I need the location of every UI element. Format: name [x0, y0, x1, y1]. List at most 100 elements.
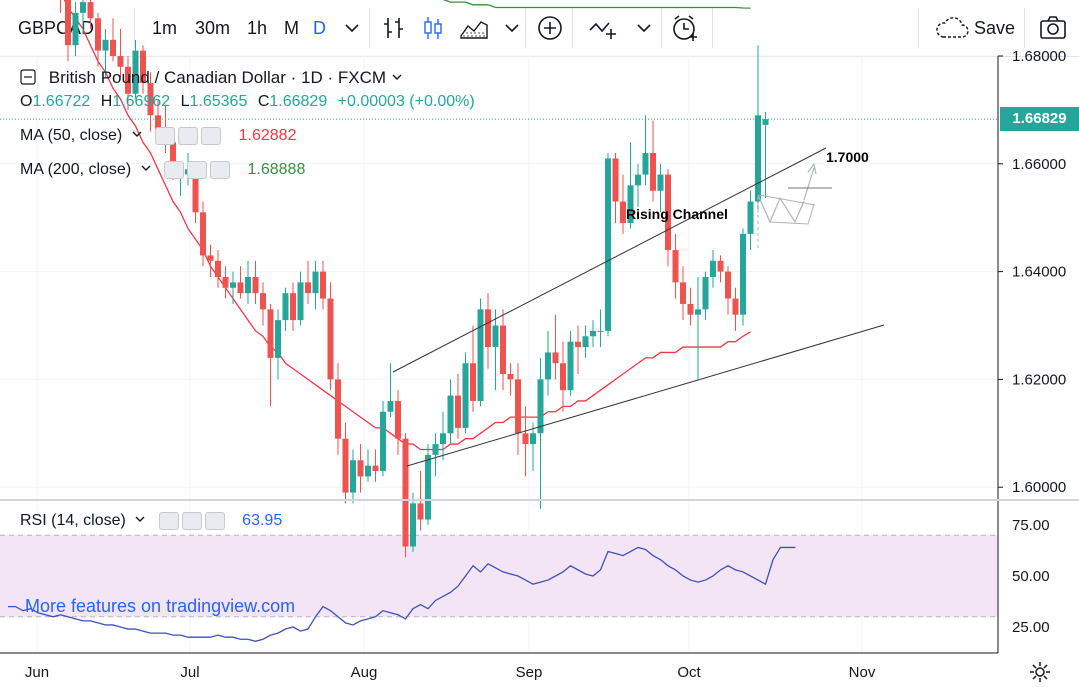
candle-body	[717, 260, 724, 272]
settings-gear-icon[interactable]	[1027, 659, 1053, 685]
axes: 1.60000 1.62000 1.64000 1.66000 1.68000 Jun Ju…	[0, 48, 1079, 681]
chevron-down-icon[interactable]	[336, 12, 368, 44]
candle-body	[65, 0, 71, 46]
last-price-label: 1.66829	[1000, 107, 1079, 132]
compare-icon[interactable]	[587, 12, 619, 44]
candle-body	[725, 271, 731, 299]
collapse-icon[interactable]	[20, 69, 36, 85]
close-icon[interactable]	[201, 127, 222, 145]
chevron-down-icon[interactable]	[134, 513, 146, 525]
candle-body	[387, 400, 394, 412]
candle-body	[372, 465, 379, 472]
eye-icon[interactable]	[158, 512, 179, 530]
gear-icon[interactable]	[181, 512, 202, 530]
add-indicator-icon[interactable]	[534, 12, 566, 44]
price-tick-label: 1.68000	[1012, 48, 1066, 65]
candles	[60, 0, 769, 558]
candle-body	[305, 282, 311, 294]
close-icon[interactable]	[210, 161, 231, 179]
candle-body	[477, 309, 484, 401]
chevron-down-icon[interactable]	[391, 71, 403, 83]
projection-pattern	[758, 194, 816, 225]
candle-body	[275, 320, 281, 358]
rsi-value: 63.95	[242, 512, 283, 530]
time-tick-label: Jun	[25, 664, 49, 681]
candle-body	[695, 309, 701, 315]
gear-icon[interactable]	[187, 161, 208, 179]
ma200-legend[interactable]: MA (200, close) 1.68888	[20, 161, 305, 179]
candle-body	[350, 460, 356, 493]
promo-link[interactable]: More features on tradingview.com	[25, 596, 296, 616]
interval-1m-button[interactable]: 1m	[152, 18, 178, 38]
gear-icon[interactable]	[178, 127, 199, 145]
cloud-icon	[936, 17, 969, 38]
rsi-band	[0, 535, 998, 617]
chevron-down-icon[interactable]	[131, 128, 143, 140]
candle-body	[755, 115, 761, 202]
interval-d-button[interactable]: D	[313, 18, 326, 38]
candle-body	[170, 142, 176, 175]
high-value: 1.66962	[112, 93, 171, 110]
candle-body	[102, 39, 109, 51]
candle-body	[500, 325, 506, 375]
ma200-label: MA (200, close)	[20, 161, 132, 179]
rsi-label: RSI (14, close)	[20, 512, 126, 530]
candle-body	[507, 374, 514, 380]
candle-body	[207, 255, 214, 261]
bars-style-icon[interactable]	[378, 12, 410, 44]
candle-body	[552, 352, 559, 364]
candle-body	[575, 341, 581, 348]
candle-body	[680, 282, 686, 304]
candle-body	[515, 379, 521, 434]
candle-body	[80, 2, 86, 13]
price-tick-label: 1.64000	[1012, 264, 1066, 281]
candle-body	[447, 395, 454, 434]
save-label: Save	[974, 18, 1016, 38]
interval-30m-button[interactable]: 30m	[195, 18, 231, 38]
price-tick-label: 1.60000	[1012, 479, 1066, 496]
projection-arrow	[803, 162, 817, 201]
interval-m-button[interactable]: M	[284, 18, 299, 38]
candles-style-icon[interactable]	[417, 12, 449, 44]
alert-clock-icon[interactable]	[669, 12, 701, 44]
rsi-tick-label: 75.00	[1012, 517, 1050, 534]
interval-1h-button[interactable]: 1h	[247, 18, 268, 38]
top-toolbar: GBPCAD 1m 30m 1h M D Save	[0, 0, 1079, 57]
price-tick-label: 1.62000	[1012, 371, 1066, 388]
candle-body	[567, 341, 574, 391]
chart-legend: British Pound / Canadian Dollar · 1D · F…	[20, 68, 403, 88]
close-icon[interactable]	[204, 512, 225, 530]
area-style-icon[interactable]	[458, 12, 490, 44]
ma200-line	[435, 0, 751, 9]
candle-body	[687, 303, 694, 315]
chevron-down-icon[interactable]	[628, 12, 660, 44]
time-tick-label: Aug	[351, 664, 378, 681]
price-tick-label: 1.66000	[1012, 156, 1066, 173]
camera-icon[interactable]	[1037, 12, 1069, 44]
candle-body	[650, 153, 656, 191]
candle-body	[710, 260, 716, 277]
rsi-legend[interactable]: RSI (14, close) 63.95	[20, 512, 282, 530]
open-label: O	[20, 93, 33, 110]
candle-body	[95, 18, 101, 51]
moving-averages	[63, 0, 751, 451]
candle-body	[582, 336, 589, 348]
candle-body	[432, 444, 439, 455]
save-button[interactable]: Save	[934, 12, 1020, 44]
candle-body	[395, 400, 401, 439]
chevron-down-icon[interactable]	[496, 12, 528, 44]
candle-body	[462, 363, 469, 428]
toolbar-separator	[134, 8, 135, 48]
ma50-legend[interactable]: MA (50, close) 1.62882	[20, 127, 296, 145]
eye-icon[interactable]	[155, 127, 176, 145]
candle-body	[117, 56, 124, 67]
rsi-pane	[0, 534, 998, 642]
toolbar-separator	[918, 8, 919, 48]
toolbar-separator	[525, 8, 526, 48]
chevron-down-icon[interactable]	[140, 162, 152, 174]
candle-body	[357, 460, 364, 477]
toolbar-separator	[369, 8, 370, 48]
rsi-tick-label: 50.00	[1012, 568, 1050, 585]
eye-icon[interactable]	[164, 161, 185, 179]
